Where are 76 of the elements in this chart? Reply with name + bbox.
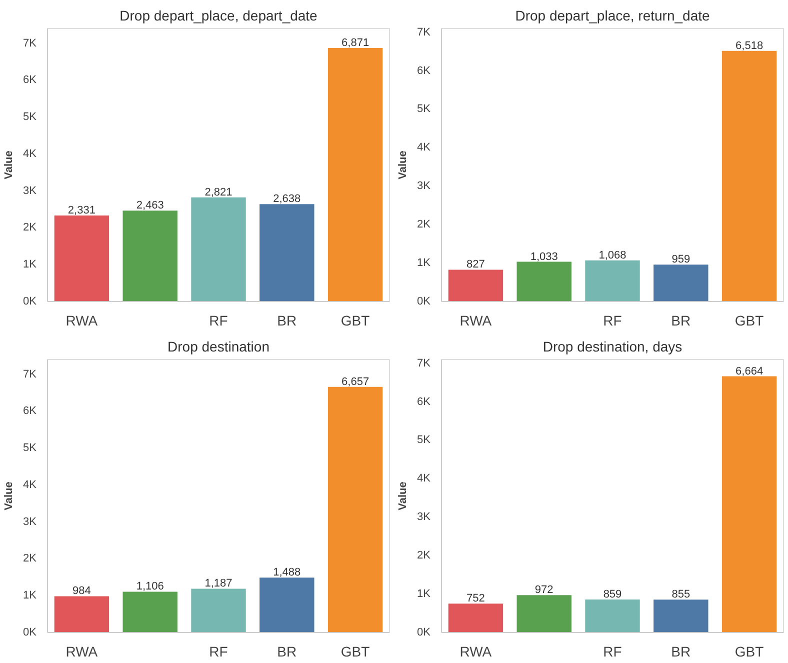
- y-tick-label: 2K: [417, 550, 432, 562]
- data-label: 959: [672, 254, 690, 266]
- x-tick-label: RWA: [66, 312, 98, 328]
- x-tick-label: RWA: [66, 644, 98, 660]
- y-tick-label: 0K: [417, 296, 432, 308]
- y-tick-label: 5K: [23, 111, 38, 124]
- y-tick-label: 3K: [23, 516, 38, 528]
- x-tick-label: BR: [671, 644, 691, 660]
- data-label: 1,106: [136, 580, 164, 593]
- y-tick-label: 2K: [417, 218, 432, 231]
- chart-title: Drop destination, days: [542, 338, 682, 354]
- data-label: 1,033: [530, 250, 558, 263]
- data-label: 859: [603, 588, 622, 600]
- data-label: 6,657: [342, 376, 370, 388]
- y-tick-label: 4K: [23, 478, 38, 491]
- x-tick-label: GBT: [734, 312, 764, 328]
- x-tick-label: RF: [209, 312, 228, 328]
- data-label: 2,821: [204, 186, 232, 198]
- data-label: 2,331: [68, 204, 96, 217]
- data-label: 6,664: [736, 365, 764, 378]
- chart-title: Drop depart_place, return_date: [515, 8, 710, 24]
- x-tick-label: RWA: [460, 312, 492, 328]
- y-tick-label: 2K: [23, 222, 38, 234]
- x-tick-label: RF: [603, 312, 622, 328]
- chart-title: Drop destination: [168, 338, 270, 354]
- y-tick-label: 7K: [23, 37, 38, 50]
- y-tick-label: 4K: [417, 142, 432, 154]
- y-tick-label: 7K: [417, 357, 432, 370]
- data-label: 6,518: [736, 40, 764, 52]
- y-axis-title: Value: [3, 482, 16, 510]
- y-tick-label: 1K: [23, 258, 38, 271]
- y-tick-label: 5K: [417, 434, 432, 446]
- y-tick-label: 5K: [23, 442, 38, 454]
- y-tick-label: 2K: [23, 552, 38, 565]
- x-tick-label: GBT: [340, 312, 370, 328]
- data-label: 855: [672, 588, 690, 601]
- x-tick-label: BR: [671, 312, 691, 328]
- x-tick-label: BR: [277, 644, 297, 660]
- y-tick-label: 6K: [23, 405, 38, 418]
- y-axis-title: Value: [397, 150, 410, 180]
- data-label: 972: [534, 584, 554, 596]
- x-tick-label: GBT: [734, 644, 764, 660]
- x-tick-label: RF: [603, 644, 622, 660]
- x-tick-label: GBT: [340, 644, 370, 660]
- y-tick-label: 1K: [23, 590, 38, 602]
- y-tick-label: 0K: [23, 296, 38, 308]
- y-tick-label: 0K: [23, 626, 38, 638]
- data-label: 1,187: [204, 578, 232, 590]
- y-axis-title: Value: [397, 482, 410, 510]
- x-tick-label: RF: [209, 644, 228, 660]
- y-tick-label: 1K: [417, 257, 432, 270]
- y-tick-label: 5K: [417, 103, 432, 116]
- y-tick-label: 6K: [417, 64, 432, 77]
- y-tick-label: 3K: [23, 184, 38, 197]
- y-tick-label: 3K: [417, 511, 432, 524]
- y-tick-label: 7K: [417, 26, 432, 38]
- y-axis-title: Value: [3, 150, 16, 180]
- y-tick-label: 6K: [23, 74, 38, 86]
- data-label: 1,488: [273, 566, 301, 579]
- data-label: 2,463: [136, 200, 164, 212]
- y-tick-label: 7K: [23, 368, 38, 380]
- data-label: 752: [466, 592, 485, 605]
- data-label: 984: [72, 585, 91, 598]
- y-tick-label: 0K: [417, 626, 432, 638]
- x-tick-label: RWA: [460, 644, 492, 660]
- y-tick-label: 3K: [417, 180, 432, 192]
- x-tick-label: BR: [277, 312, 297, 328]
- data-label: 6,871: [342, 37, 370, 50]
- data-label: 827: [466, 258, 485, 271]
- y-tick-label: 4K: [417, 472, 432, 485]
- chart-title: Drop depart_place, depart_date: [120, 8, 318, 24]
- data-label: 2,638: [273, 193, 301, 206]
- y-tick-label: 1K: [417, 588, 432, 600]
- y-tick-label: 6K: [417, 396, 432, 408]
- y-tick-label: 4K: [23, 148, 38, 160]
- data-label: 1,068: [598, 249, 626, 262]
